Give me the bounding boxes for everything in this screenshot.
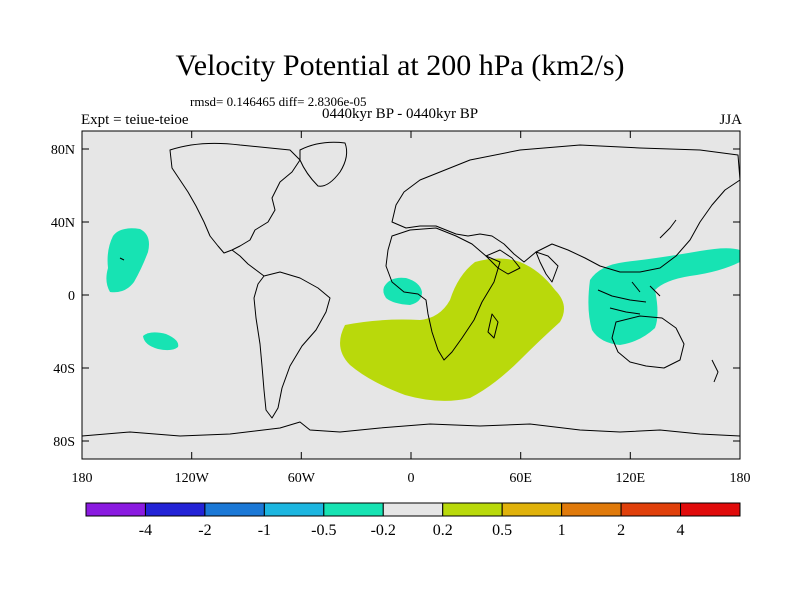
- colorbar-label: -0.5: [311, 522, 336, 539]
- colorbar-swatch: [85, 502, 146, 517]
- figure-title: Velocity Potential at 200 hPa (km2/s): [175, 49, 625, 82]
- colorbar: [85, 502, 741, 517]
- stats-line: rmsd= 0.146465 diff= 2.8306e-05: [190, 94, 367, 109]
- x-tick-label: 0: [408, 471, 415, 486]
- coast-africa: [385, 227, 501, 361]
- period-label: 0440kyr BP - 0440kyr BP: [321, 106, 479, 122]
- coast-north-america: [169, 142, 301, 254]
- colorbar-labels: -4 -2 -1 -0.5 -0.2 0.2 0.5 1 2 4: [139, 522, 685, 539]
- anomaly-region-north-pacific: [106, 228, 149, 293]
- coast-australia: [611, 315, 685, 369]
- coast-india: [535, 251, 559, 283]
- y-tick-label: 80S: [53, 435, 75, 450]
- x-axis: [81, 131, 741, 459]
- coastlines: [81, 141, 741, 437]
- y-tick-labels: 80N 40N 0 40S 80S: [51, 143, 75, 450]
- x-tick-label: 60W: [288, 471, 316, 486]
- y-tick-label: 40N: [51, 216, 75, 231]
- y-axis: [82, 148, 740, 442]
- y-tick-label: 40S: [53, 362, 75, 377]
- y-tick-label: 80N: [51, 143, 75, 158]
- coast-central-america: [231, 249, 265, 277]
- colorbar-swatch: [382, 502, 444, 517]
- anomaly-region-south-pacific: [143, 332, 179, 351]
- x-tick-labels: 180 120W 60W 0 60E 120E 180: [72, 471, 751, 486]
- colorbar-label: 2: [617, 522, 625, 539]
- coast-arabia: [485, 249, 521, 275]
- coast-madagascar: [487, 313, 499, 339]
- colorbar-swatch: [263, 502, 325, 517]
- experiment-label: Expt = teiue-teioe: [81, 112, 189, 128]
- x-tick-label: 120W: [175, 471, 210, 486]
- colorbar-label: 1: [558, 522, 566, 539]
- colorbar-label: 4: [677, 522, 685, 539]
- colorbar-swatch: [442, 502, 503, 517]
- colorbar-swatch: [620, 502, 682, 517]
- coast-antarctica: [81, 421, 741, 437]
- coast-eurasia: [391, 144, 741, 273]
- x-tick-label: 180: [72, 471, 93, 486]
- coast-hawaii: [119, 257, 125, 261]
- season-label: JJA: [719, 112, 742, 128]
- y-tick-label: 0: [68, 289, 75, 304]
- coast-south-america: [253, 271, 331, 419]
- colorbar-label: -2: [198, 522, 211, 539]
- colorbar-label: -1: [258, 522, 271, 539]
- colorbar-label: -4: [139, 522, 152, 539]
- colorbar-swatch: [323, 502, 384, 517]
- x-tick-label: 60E: [509, 471, 532, 486]
- x-tick-label: 180: [730, 471, 751, 486]
- colorbar-swatch: [561, 502, 622, 517]
- colorbar-swatch: [501, 502, 563, 517]
- coast-japan: [659, 219, 677, 239]
- colorbar-label: 0.5: [492, 522, 512, 539]
- colorbar-label: 0.2: [433, 522, 453, 539]
- anomaly-region-southern-africa-indian-ocean: [340, 258, 564, 401]
- colorbar-swatch: [680, 502, 741, 517]
- colorbar-swatch: [204, 502, 265, 517]
- coast-greenland: [299, 141, 348, 187]
- coast-southeast-asia-islands: [597, 281, 661, 315]
- colorbar-label: -0.2: [371, 522, 396, 539]
- x-tick-label: 120E: [616, 471, 646, 486]
- colorbar-swatch: [144, 502, 206, 517]
- coast-new-zealand: [711, 359, 719, 383]
